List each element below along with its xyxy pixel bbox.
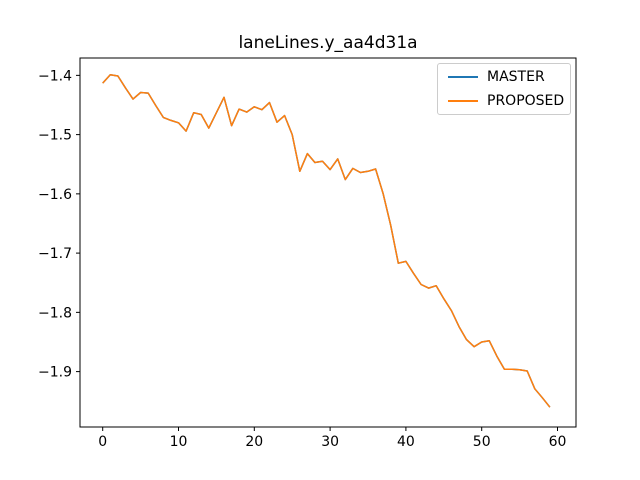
y-tick-label: −1.8 [38,305,72,321]
legend: MASTER PROPOSED [437,63,571,115]
master-line-swatch [448,76,478,78]
chart-title: laneLines.y_aa4d31a [238,33,418,53]
y-tick-label: −1.5 [38,128,72,144]
y-tick-label: −1.6 [38,187,72,203]
x-tick-label: 10 [170,434,188,450]
legend-item-proposed: PROPOSED [448,92,565,110]
y-tick-label: −1.7 [38,246,72,262]
x-tick-label: 50 [473,434,491,450]
legend-label-proposed: PROPOSED [487,93,565,109]
series-line-proposed [102,74,551,408]
x-tick-label: 40 [397,434,415,450]
x-tick-label: 60 [549,434,567,450]
x-tick-label: 20 [245,434,263,450]
y-tick-label: −1.4 [38,68,72,84]
legend-item-master: MASTER [448,68,562,86]
x-tick-label: 0 [98,434,107,450]
legend-label-master: MASTER [487,69,545,85]
axes-frame [79,57,577,428]
series-line-master [102,74,551,408]
x-tick-label: 30 [321,434,339,450]
proposed-line-swatch [448,100,478,102]
y-tick-label: −1.9 [38,365,72,381]
